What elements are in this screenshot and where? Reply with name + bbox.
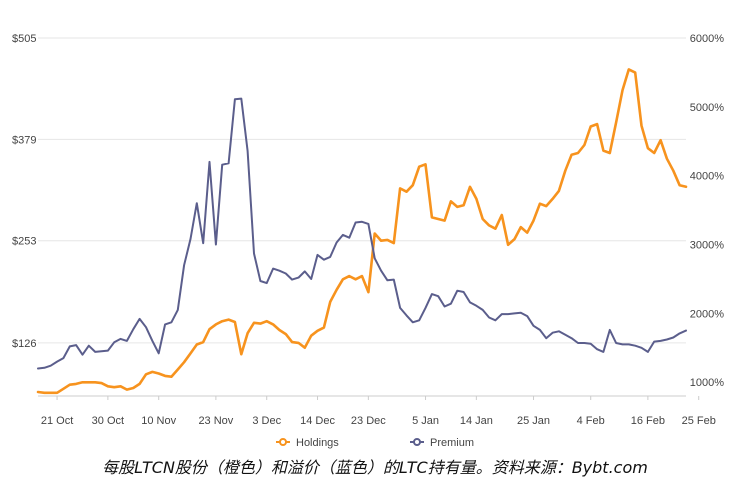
y-right-tick-label: 4000% (690, 171, 724, 183)
dual-axis-line-chart: $126 $253 $379 $505 1000% 2000% 3000% 4000% 500… (12, 33, 724, 449)
y-right-tick-label: 1000% (690, 377, 724, 389)
legend-swatch-marker (279, 438, 287, 446)
x-tick-label: 16 Feb (631, 415, 665, 427)
y-right-tick-label: 5000% (690, 102, 724, 114)
legend-label-premium: Premium (430, 437, 474, 449)
x-tick-label: 10 Nov (141, 415, 176, 427)
right-y-axis: 1000% 2000% 3000% 4000% 5000% 6000% (690, 33, 724, 389)
x-tick-label: 25 Jan (517, 415, 550, 427)
y-left-tick-label: $253 (12, 236, 36, 248)
x-axis: 21 Oct 30 Oct 10 Nov 23 Nov 3 Dec 14 Dec 23 De… (41, 396, 716, 427)
y-left-tick-label: $126 (12, 338, 36, 350)
x-tick-label: 14 Jan (460, 415, 493, 427)
y-right-tick-label: 6000% (690, 33, 724, 45)
series-line-holdings (36, 68, 688, 395)
legend: Holdings Premium (276, 437, 474, 449)
gridlines (38, 37, 686, 397)
x-tick-label: 21 Oct (41, 415, 73, 427)
y-right-tick-label: 3000% (690, 240, 724, 252)
series-line-premium (37, 97, 687, 370)
x-tick-label: 25 Feb (682, 415, 716, 427)
y-left-tick-label: $379 (12, 134, 36, 146)
x-tick-label: 30 Oct (92, 415, 124, 427)
x-tick-label: 3 Dec (252, 415, 281, 427)
y-left-tick-label: $505 (12, 33, 36, 45)
legend-label-holdings: Holdings (296, 437, 339, 449)
series-lines (36, 68, 688, 395)
left-y-axis: $126 $253 $379 $505 (12, 33, 36, 350)
x-tick-label: 14 Dec (300, 415, 335, 427)
legend-swatch-marker (413, 438, 421, 446)
chart-caption: 每股LTCN股份（橙色）和溢价（蓝色）的LTC持有量。资料来源：Bybt.com (102, 458, 648, 477)
x-tick-label: 5 Jan (412, 415, 439, 427)
x-tick-label: 4 Feb (577, 415, 605, 427)
y-right-tick-label: 2000% (690, 308, 724, 320)
x-tick-label: 23 Nov (198, 415, 233, 427)
x-tick-label: 23 Dec (351, 415, 386, 427)
